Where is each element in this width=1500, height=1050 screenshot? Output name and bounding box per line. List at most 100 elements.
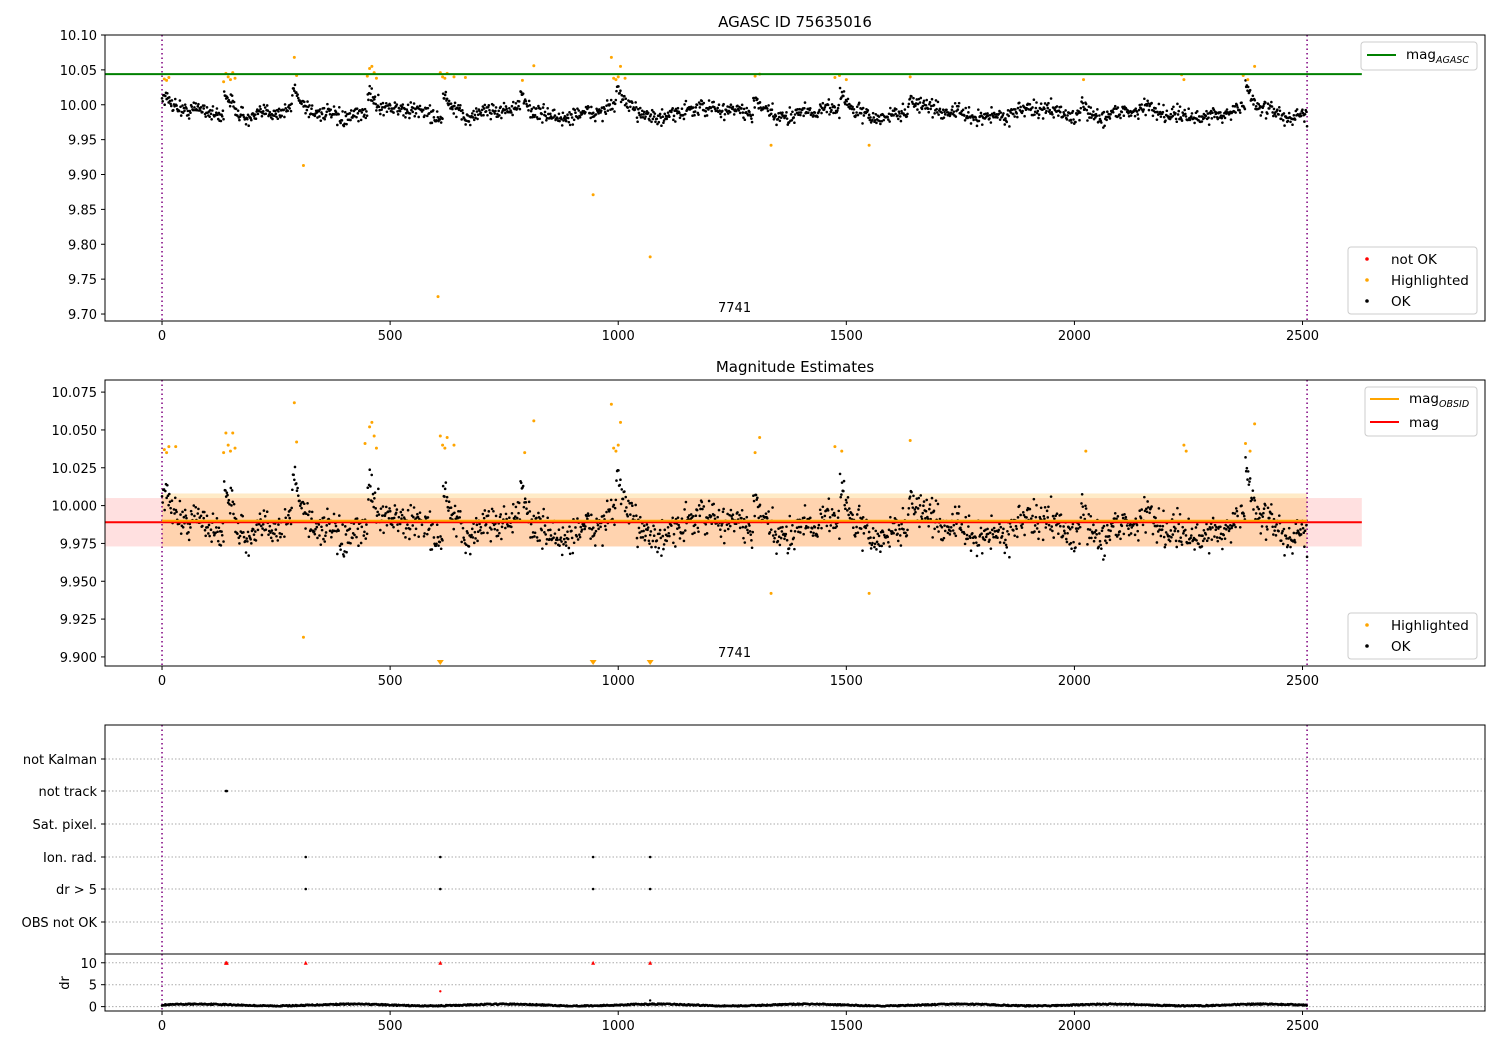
ok-point [879, 550, 882, 554]
ok-point [1078, 525, 1082, 529]
ok-point [1301, 111, 1305, 115]
ok-point [1129, 532, 1133, 535]
ok-point [1243, 107, 1247, 111]
ok-point [1215, 111, 1218, 114]
ok-point [222, 480, 226, 483]
ok-point [1162, 115, 1166, 119]
ok-point [871, 111, 875, 115]
ok-point [341, 523, 344, 526]
ok-point [1009, 525, 1013, 529]
ok-point [967, 514, 971, 518]
ok-point [788, 106, 792, 109]
ok-point [1093, 531, 1097, 534]
y-tick-label: 9.70 [68, 308, 97, 323]
ok-point [977, 119, 981, 123]
ok-point [869, 116, 872, 119]
ok-point [672, 114, 676, 118]
ok-point [161, 501, 164, 504]
ok-point [736, 511, 739, 514]
ok-point [313, 532, 317, 536]
ok-point [1113, 107, 1116, 110]
ok-point [561, 526, 565, 529]
highlighted-point [445, 436, 449, 440]
ok-point [648, 118, 651, 122]
ok-point [756, 496, 759, 500]
ok-point [680, 517, 684, 520]
ok-point [261, 522, 265, 526]
ok-point [1029, 517, 1033, 520]
ok-point [707, 499, 711, 503]
ok-point [1262, 104, 1265, 108]
ok-point [974, 536, 977, 539]
ok-point [816, 115, 819, 119]
ok-point [1052, 536, 1056, 539]
ok-point [373, 97, 376, 101]
ok-point [1272, 533, 1275, 536]
ok-point [774, 114, 778, 118]
ok-point [523, 497, 527, 501]
offscale-marker [436, 660, 444, 665]
ok-point [951, 512, 954, 516]
ok-point [665, 539, 669, 543]
ok-point [461, 526, 465, 530]
ok-point [1158, 528, 1161, 531]
ok-point [302, 100, 306, 104]
ok-point [960, 522, 964, 526]
ok-point [946, 531, 950, 535]
ok-point [632, 514, 635, 518]
ok-point [1005, 546, 1009, 549]
ok-point [1305, 555, 1309, 559]
ok-point [1087, 105, 1091, 108]
ok-point [397, 106, 401, 110]
ok-point [216, 539, 220, 543]
ok-point [1059, 110, 1062, 114]
ok-point [1100, 121, 1103, 124]
ok-point [214, 526, 218, 529]
highlighted-point [591, 193, 595, 197]
ok-point [1169, 112, 1173, 116]
ok-point [1270, 105, 1274, 108]
ok-point [707, 99, 711, 102]
ok-point [1074, 120, 1077, 124]
ok-point [619, 89, 622, 93]
ok-point [463, 538, 466, 542]
ok-point [343, 110, 347, 114]
ok-point [529, 116, 532, 119]
ok-point [709, 106, 713, 109]
highlighted-point [1082, 78, 1086, 82]
ok-point [338, 514, 341, 517]
ok-point [169, 511, 173, 515]
highlighted-point [753, 451, 757, 455]
ok-point [637, 111, 641, 115]
ok-point [1178, 539, 1181, 543]
ok-point [1260, 513, 1263, 516]
ok-point [273, 114, 276, 118]
ok-point [1193, 548, 1196, 551]
ok-point [268, 110, 272, 114]
ok-point [842, 90, 846, 93]
ok-point [1048, 108, 1052, 112]
ok-point [635, 514, 638, 517]
ok-point [781, 525, 784, 529]
ok-point [623, 509, 627, 513]
flag-point [439, 887, 442, 891]
ok-point [570, 113, 573, 116]
ok-point [167, 503, 170, 507]
ok-point [478, 528, 482, 532]
ok-point [289, 109, 293, 113]
legend-highlighted-marker [1365, 278, 1369, 282]
ok-point [1049, 495, 1053, 498]
ok-point [823, 106, 827, 109]
ok-point [789, 529, 793, 533]
ok-point [851, 111, 855, 115]
ok-point [706, 516, 710, 520]
ok-point [915, 98, 919, 101]
ok-point [349, 118, 352, 122]
ok-point [531, 535, 534, 539]
ok-point [774, 533, 778, 536]
ok-point [576, 517, 579, 520]
ok-point [969, 549, 973, 553]
ok-point [1092, 539, 1096, 543]
ok-point [586, 512, 590, 515]
ok-point [242, 113, 245, 117]
